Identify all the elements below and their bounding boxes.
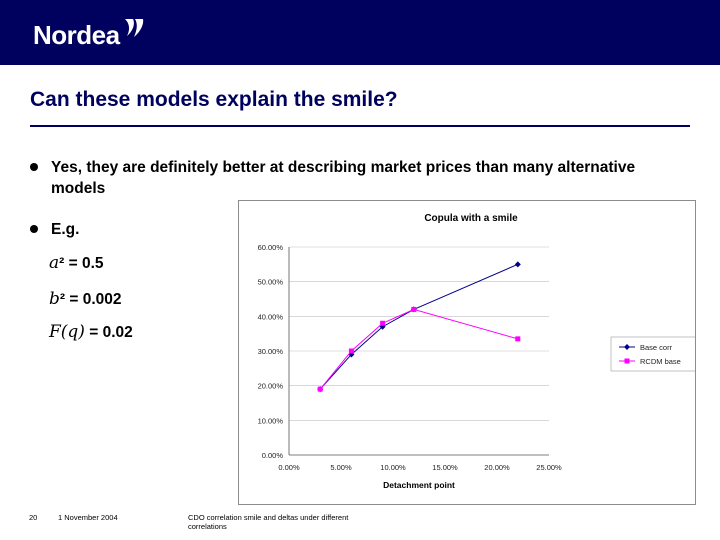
- legend-label: RCDM base: [640, 357, 681, 366]
- legend-label: Base corr: [640, 343, 673, 352]
- y-tick-label: 10.00%: [258, 416, 284, 425]
- parameter-phi: F(q) = 0.02: [49, 322, 133, 342]
- footer-document-title: CDO correlation smile and deltas under d…: [188, 513, 349, 531]
- bullet-item: E.g.: [30, 219, 79, 240]
- phi-symbol: F(q): [49, 322, 85, 342]
- param-value: = 0.02: [84, 324, 133, 341]
- bullet-dot: [30, 225, 38, 233]
- parameter-alpha: a² = 0.5: [49, 253, 104, 273]
- data-point-square: [348, 348, 354, 354]
- legend-marker: [624, 344, 630, 350]
- x-tick-label: 15.00%: [432, 463, 458, 472]
- x-axis-label: Detachment point: [383, 480, 455, 490]
- parameter-beta: b² = 0.002: [49, 289, 122, 309]
- y-tick-label: 0.00%: [262, 451, 284, 460]
- nordea-logo[interactable]: Nordea: [33, 18, 146, 51]
- smile-chart: Copula with a smile 0.00% 10.00% 20.00% 30.0…: [258, 213, 695, 490]
- header-bar: Nordea: [0, 0, 720, 65]
- x-tick-label: 10.00%: [380, 463, 406, 472]
- data-point-square: [411, 306, 417, 312]
- bullet-text: Yes, they are definitely better at descr…: [51, 159, 636, 197]
- y-tick-label: 30.00%: [258, 347, 284, 356]
- chart-title: Copula with a smile: [424, 213, 518, 224]
- y-tick-label: 40.00%: [258, 312, 284, 321]
- data-point-square: [317, 386, 323, 392]
- x-tick-label: 5.00%: [330, 463, 352, 472]
- bullet-item: Yes, they are definitely better at descr…: [30, 157, 670, 199]
- bullet-text: E.g.: [51, 221, 80, 238]
- alpha-symbol: a: [49, 253, 60, 273]
- param-value: ² = 0.002: [59, 291, 122, 308]
- legend-box: [610, 336, 695, 372]
- chart-panel: Copula with a smile 0.00% 10.00% 20.00% 30.0…: [238, 200, 696, 505]
- series-line-1: [319, 263, 518, 390]
- title-divider: [30, 125, 690, 127]
- data-point-diamond: [514, 261, 521, 268]
- footer-date: 1 November 2004: [58, 513, 118, 522]
- x-tick-label: 0.00%: [278, 463, 300, 472]
- logo-text: Nordea: [33, 20, 120, 50]
- y-tick-label: 60.00%: [258, 243, 284, 252]
- sail-icon: [124, 18, 143, 37]
- y-tick-label: 50.00%: [258, 278, 284, 287]
- slide-title: Can these models explain the smile?: [30, 88, 398, 111]
- y-tick-label: 20.00%: [258, 382, 284, 391]
- bullet-dot: [30, 163, 38, 171]
- page-number: 20: [29, 513, 38, 522]
- data-point-square: [515, 336, 521, 342]
- x-tick-label: 20.00%: [484, 463, 510, 472]
- x-tick-label: 25.00%: [536, 463, 562, 472]
- param-value: ² = 0.5: [59, 255, 104, 272]
- beta-symbol: b: [49, 289, 60, 309]
- data-point-square: [380, 320, 386, 326]
- legend-marker: [624, 358, 630, 364]
